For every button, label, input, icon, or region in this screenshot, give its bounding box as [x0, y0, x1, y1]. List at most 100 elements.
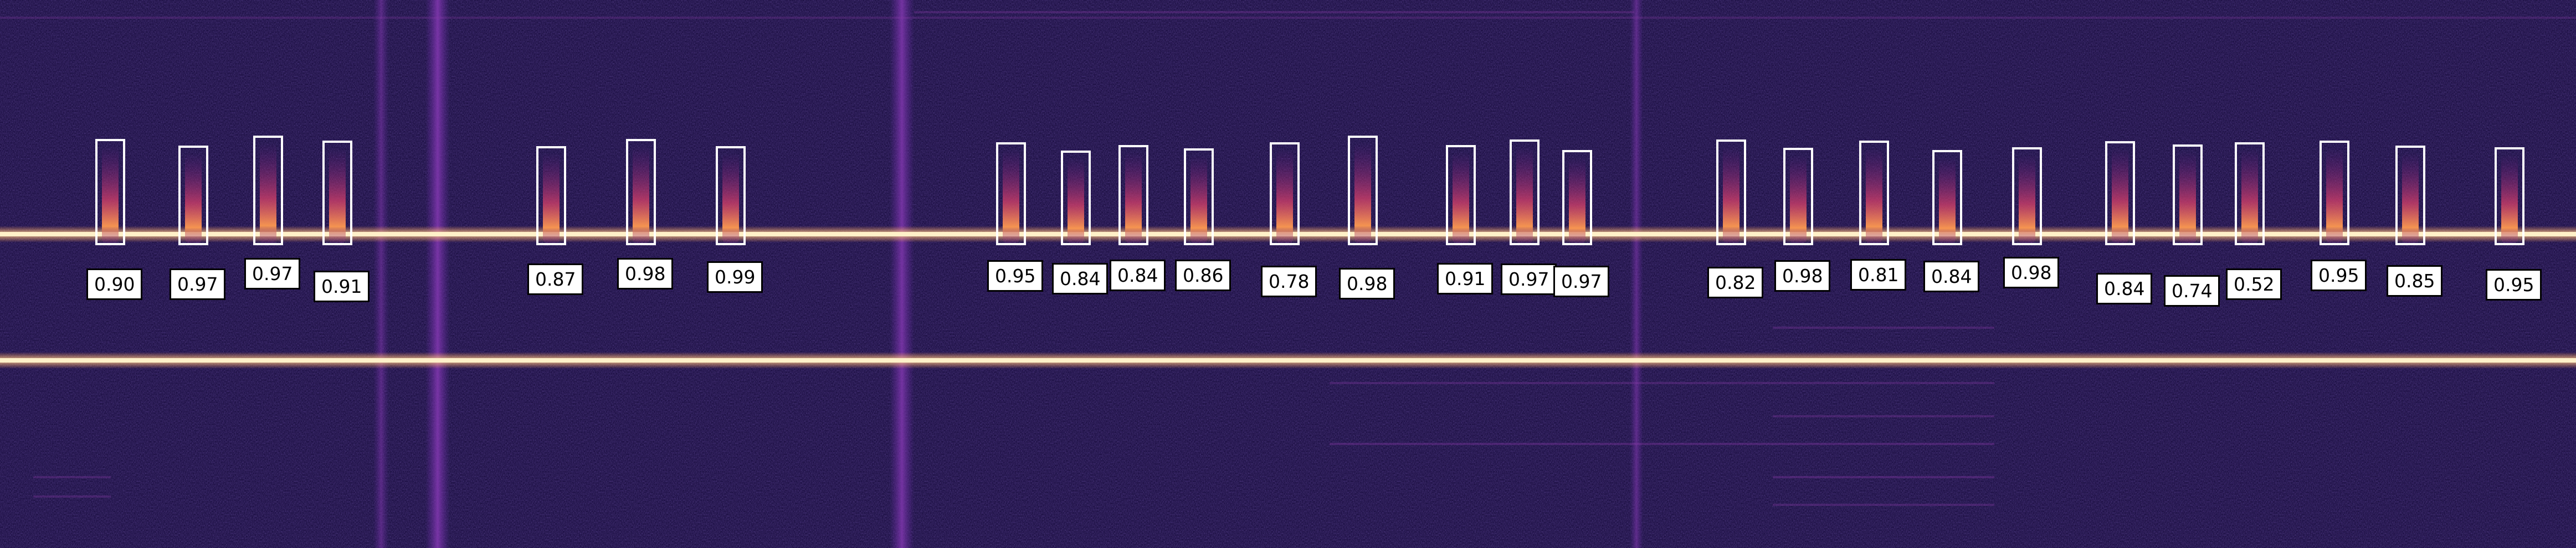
- detection-box: [2173, 144, 2203, 245]
- detection-box: [1783, 148, 1813, 245]
- faint-streak: [1773, 415, 1994, 417]
- tonal-segment: [1790, 154, 1807, 244]
- confidence-label: 0.85: [2387, 265, 2443, 297]
- detection-box: [536, 146, 566, 245]
- tone-line-lower-core: [0, 358, 2576, 363]
- tonal-segment: [1276, 149, 1293, 244]
- faint-streak: [33, 495, 111, 498]
- tonal-segment: [260, 142, 276, 244]
- tonal-segment: [2326, 147, 2343, 244]
- confidence-label: 0.95: [987, 260, 1044, 292]
- detection-box: [322, 141, 352, 245]
- detection-box: [1061, 151, 1091, 245]
- tonal-segment: [102, 146, 119, 244]
- confidence-label: 0.98: [2003, 257, 2060, 288]
- faint-streak: [0, 17, 2576, 19]
- confidence-label: 0.91: [1437, 263, 1494, 294]
- confidence-label: 0.86: [1175, 260, 1231, 291]
- detection-box: [716, 146, 746, 245]
- detected-segments: [102, 142, 2518, 244]
- faint-streak: [1330, 382, 1994, 384]
- confidence-label: 0.97: [1553, 266, 1610, 297]
- detection-box: [253, 136, 283, 245]
- faint-streak: [1773, 476, 1994, 478]
- detection-box: [178, 146, 208, 245]
- faint-streak: [914, 11, 1634, 13]
- confidence-label: 0.74: [2164, 275, 2220, 307]
- confidence-label: 0.82: [1707, 267, 1764, 298]
- tonal-segment: [1125, 152, 1142, 244]
- confidence-label: 0.81: [1850, 259, 1907, 291]
- confidence-label: 0.91: [314, 271, 370, 302]
- tonal-segment: [2501, 154, 2518, 244]
- confidence-label: 0.95: [2311, 260, 2367, 291]
- detection-box: [1859, 141, 1889, 245]
- detection-box: [1562, 150, 1592, 245]
- tonal-segment: [2402, 152, 2419, 244]
- tonal-segment: [2241, 149, 2258, 244]
- faint-streak: [1773, 327, 1994, 329]
- tonal-segment: [1453, 152, 1469, 244]
- detection-box: [2105, 141, 2135, 245]
- detection-box: [95, 139, 125, 245]
- detection-box: [1932, 150, 1962, 245]
- tonal-segment: [633, 146, 649, 244]
- detection-box: [1510, 139, 1540, 245]
- tonal-segment: [1569, 157, 1585, 244]
- tonal-segment: [1866, 147, 1882, 244]
- confidence-label: 0.99: [707, 261, 763, 293]
- confidence-label: 0.84: [1923, 261, 1980, 292]
- confidence-label: 0.95: [2486, 269, 2542, 301]
- confidence-label: 0.52: [2226, 268, 2282, 300]
- tonal-segment: [329, 147, 346, 244]
- detection-box: [1716, 139, 1746, 245]
- confidence-label: 0.98: [1774, 260, 1831, 292]
- detection-box: [1118, 145, 1148, 245]
- vertical-band: [373, 0, 389, 548]
- confidence-label: 0.98: [617, 258, 674, 289]
- tonal-segment: [185, 152, 202, 244]
- detection-box: [2395, 146, 2425, 245]
- detection-box: [1270, 142, 1300, 245]
- confidence-label: 0.84: [1052, 263, 1109, 294]
- confidence-label: 0.78: [1261, 266, 1317, 297]
- faint-streak: [33, 476, 111, 478]
- detection-box: [2012, 147, 2042, 245]
- confidence-label: 0.87: [527, 263, 584, 295]
- confidence-label: 0.97: [170, 268, 226, 300]
- tonal-segment: [1723, 146, 1739, 244]
- tonal-segment: [2019, 154, 2035, 244]
- confidence-label: 0.98: [1339, 268, 1395, 299]
- detection-box: [996, 142, 1026, 245]
- faint-streak: [1773, 504, 1994, 506]
- confidence-label: 0.84: [2096, 273, 2153, 304]
- detection-box: [2495, 147, 2524, 245]
- vertical-band: [890, 0, 914, 548]
- confidence-label: 0.97: [244, 258, 301, 289]
- detection-box: [2320, 141, 2349, 245]
- tonal-segment: [1516, 146, 1533, 244]
- detection-box: [1184, 148, 1214, 245]
- tonal-segment: [543, 153, 560, 244]
- tonal-segment: [1190, 155, 1207, 244]
- vertical-band: [425, 0, 450, 548]
- confidence-label: 0.84: [1110, 260, 1166, 291]
- tonal-segment: [1354, 142, 1371, 244]
- tonal-segment: [2112, 148, 2128, 244]
- vertical-bands: [373, 0, 1643, 548]
- tonal-segment: [1068, 157, 1084, 244]
- tonal-segment: [1939, 157, 1956, 244]
- detection-box: [2235, 142, 2265, 245]
- faint-streak: [1330, 443, 1994, 445]
- confidence-label: 0.97: [1501, 263, 1557, 295]
- faint-horizontal-streaks: [0, 11, 2576, 506]
- tonal-segment: [2179, 151, 2196, 244]
- vertical-band: [1630, 0, 1643, 548]
- tonal-segment: [722, 153, 739, 244]
- tonal-segment: [1003, 149, 1019, 244]
- detection-box: [1446, 145, 1476, 245]
- detection-box: [1348, 136, 1378, 245]
- detection-box: [626, 139, 656, 245]
- confidence-label: 0.90: [86, 268, 143, 300]
